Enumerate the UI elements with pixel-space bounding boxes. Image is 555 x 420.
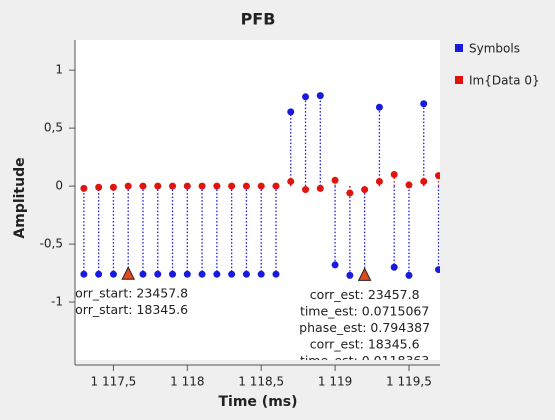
point — [375, 103, 383, 111]
point — [198, 270, 206, 278]
point — [154, 182, 162, 190]
point — [109, 183, 117, 191]
y-tick-label: 0 — [55, 179, 63, 193]
point — [109, 270, 117, 278]
tag-marker — [357, 267, 372, 281]
y-tick-label: -1 — [51, 295, 63, 309]
point — [316, 184, 324, 192]
legend-label: Symbols — [469, 42, 520, 56]
point — [435, 266, 440, 274]
point — [242, 270, 250, 278]
x-tick-label: 1 117,5 — [91, 375, 137, 389]
point — [405, 181, 413, 189]
point — [272, 182, 280, 190]
point — [375, 177, 383, 185]
point — [331, 261, 339, 269]
point — [242, 182, 250, 190]
point — [183, 182, 191, 190]
tag-label: phase_est: 0.794387 — [299, 320, 430, 335]
point — [213, 270, 221, 278]
chart-title: PFB — [241, 10, 276, 29]
y-axis-label: Amplitude — [12, 157, 28, 238]
tag-label: corr_start: 18345.6 — [68, 302, 188, 317]
point — [302, 93, 310, 101]
tag-label: time_est: 0.0715067 — [300, 303, 429, 318]
point — [80, 184, 88, 192]
point — [169, 270, 177, 278]
y-tick-label: -0,5 — [40, 237, 63, 251]
point — [228, 270, 236, 278]
point — [435, 172, 440, 180]
point — [257, 182, 265, 190]
tag-label: corr_est: 23457.8 — [310, 287, 420, 302]
tag-label: corr_est: 18345.6 — [310, 336, 420, 351]
point — [287, 177, 295, 185]
point — [390, 170, 398, 178]
point — [405, 271, 413, 279]
point — [213, 182, 221, 190]
legend-swatch — [455, 44, 463, 52]
point — [95, 270, 103, 278]
point — [390, 263, 398, 271]
y-tick-label: 0,5 — [44, 121, 63, 135]
point — [198, 182, 206, 190]
point — [346, 271, 354, 279]
point — [228, 182, 236, 190]
point — [302, 186, 310, 194]
point — [316, 92, 324, 100]
tag-marker — [121, 266, 136, 280]
point — [346, 189, 354, 197]
point — [361, 186, 369, 194]
point — [139, 182, 147, 190]
tag-label: corr_start: 23457.8 — [68, 286, 188, 301]
point — [169, 182, 177, 190]
point — [287, 108, 295, 116]
plot-area — [75, 40, 440, 360]
point — [80, 270, 88, 278]
x-axis-label: Time (ms) — [218, 394, 297, 410]
point — [183, 270, 191, 278]
x-tick-label: 1 118 — [170, 375, 204, 389]
y-tick-label: 1 — [55, 63, 63, 77]
point — [154, 270, 162, 278]
point — [124, 182, 132, 190]
point — [139, 270, 147, 278]
point — [95, 183, 103, 191]
legend-label: Im{Data 0} — [469, 74, 540, 88]
x-tick-label: 1 118,5 — [238, 375, 284, 389]
x-tick-label: 1 119 — [318, 375, 352, 389]
point — [257, 270, 265, 278]
legend-swatch — [455, 76, 463, 84]
point — [272, 270, 280, 278]
point — [420, 100, 428, 108]
tag-label: time_est: 0.0118363 — [300, 353, 429, 368]
x-tick-label: 1 119,5 — [386, 375, 432, 389]
point — [331, 176, 339, 184]
point — [420, 177, 428, 185]
